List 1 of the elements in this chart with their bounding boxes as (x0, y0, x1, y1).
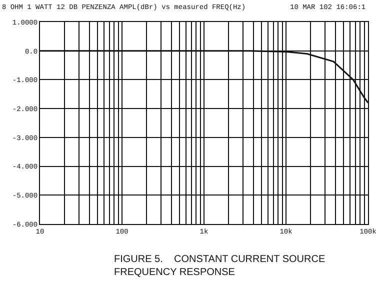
caption: FIGURE 5. CONSTANT CURRENT SOURCE FREQUENCY RESPONSE (114, 254, 326, 278)
